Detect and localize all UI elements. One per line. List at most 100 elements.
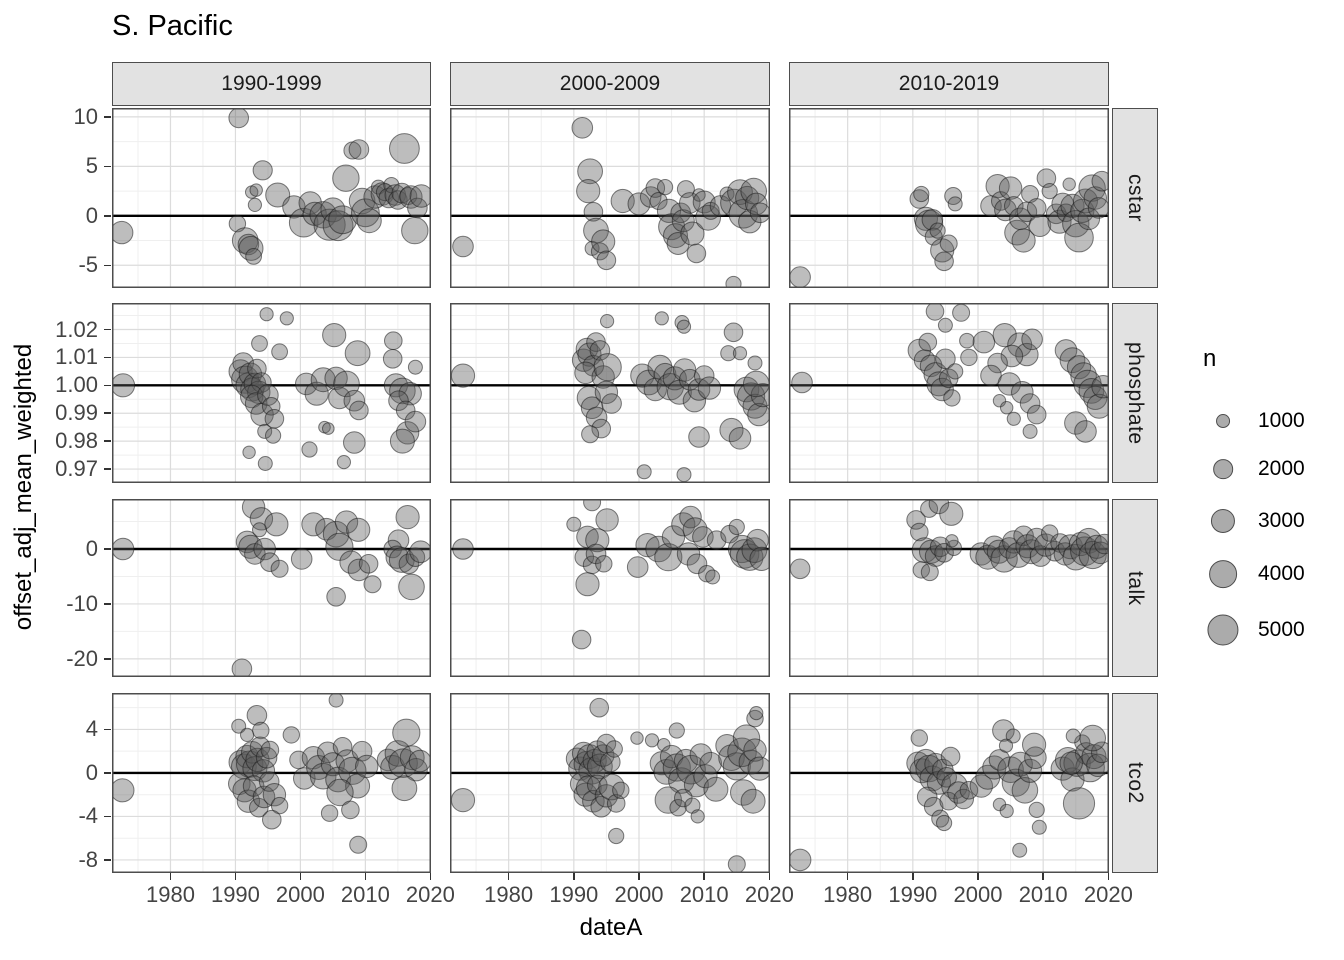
- data-point: [249, 183, 263, 197]
- data-point: [730, 779, 757, 806]
- data-point: [349, 400, 369, 421]
- x-tick-mark: [977, 873, 979, 880]
- x-tick-mark: [234, 873, 237, 880]
- data-point: [692, 526, 714, 548]
- data-point: [251, 335, 268, 352]
- data-point: [577, 342, 602, 367]
- row-strip-cstar: cstar: [1112, 108, 1158, 288]
- data-point: [723, 322, 744, 343]
- y-tick-mark: [104, 468, 111, 470]
- data-point: [686, 553, 708, 575]
- data-point: [692, 188, 706, 202]
- x-tick-label: 2020: [405, 882, 455, 907]
- data-point: [595, 555, 613, 573]
- panel-border: [112, 303, 431, 483]
- data-point: [636, 464, 652, 480]
- x-tick-mark: [299, 873, 302, 880]
- data-point: [231, 718, 247, 734]
- y-tick-label: 10: [73, 103, 98, 129]
- data-point: [686, 243, 707, 264]
- y-tick-label: 0.97: [55, 456, 98, 482]
- col-strip-2010-2019: 2010-2019: [789, 62, 1109, 106]
- data-point: [363, 575, 382, 594]
- data-point: [947, 196, 963, 212]
- data-point: [1041, 524, 1059, 542]
- data-point: [301, 441, 318, 458]
- data-point: [322, 520, 350, 548]
- data-point: [998, 738, 1014, 753]
- data-point: [925, 303, 945, 321]
- data-point: [940, 746, 961, 767]
- legend-item-label: 4000: [1258, 562, 1305, 585]
- data-point: [992, 322, 1017, 348]
- facet-panel-tco2-1990-1999: [112, 693, 431, 873]
- data-point: [747, 402, 770, 427]
- data-point: [358, 554, 379, 574]
- data-point: [347, 558, 371, 582]
- legend-item-label: 1000: [1258, 409, 1305, 432]
- data-point: [988, 749, 1011, 771]
- x-tick-mark: [1107, 873, 1110, 880]
- facet-panel-cstar-2000-2009: [450, 108, 770, 288]
- data-point: [301, 512, 326, 537]
- data-point: [705, 569, 721, 585]
- data-point: [693, 365, 715, 386]
- data-point: [236, 789, 261, 813]
- data-point: [349, 835, 368, 854]
- data-point: [732, 346, 748, 361]
- data-point: [585, 406, 608, 429]
- data-point: [398, 382, 422, 406]
- gridlines-minor: [450, 303, 770, 483]
- data-point: [407, 359, 423, 375]
- data-point: [991, 191, 1011, 211]
- data-point: [1026, 404, 1047, 425]
- data-point: [388, 390, 409, 411]
- data-point: [261, 397, 281, 416]
- y-tick-label: 0: [85, 535, 98, 561]
- data-point: [947, 363, 964, 380]
- data-point: [1006, 411, 1021, 426]
- row-strip-label: cstar: [1124, 173, 1147, 222]
- data-point: [923, 796, 944, 817]
- data-point: [571, 629, 592, 650]
- data-point: [1041, 183, 1058, 200]
- y-tick-mark: [104, 116, 111, 118]
- data-point: [326, 778, 354, 807]
- x-tick-mark: [364, 873, 367, 880]
- x-tick-mark: [768, 873, 771, 880]
- data-point: [749, 202, 770, 224]
- data-point: [252, 522, 267, 538]
- data-point: [265, 427, 282, 444]
- col-strip-label: 2010-2019: [898, 72, 1000, 95]
- legend-item-label: 5000: [1258, 618, 1305, 641]
- data-point: [591, 365, 615, 389]
- data-point: [666, 232, 690, 255]
- data-point: [252, 160, 273, 181]
- data-point: [589, 340, 611, 361]
- y-tick-label: 1.01: [55, 344, 98, 370]
- y-tick-mark: [104, 412, 111, 414]
- data-point: [1004, 219, 1031, 246]
- x-tick-label: 2010: [679, 882, 729, 907]
- data-point: [112, 778, 135, 803]
- data-point: [1026, 198, 1047, 218]
- data-point: [789, 848, 812, 872]
- data-point: [998, 176, 1023, 200]
- data-point: [921, 209, 944, 231]
- data-point: [929, 222, 946, 239]
- data-point: [336, 455, 351, 470]
- data-point: [249, 736, 271, 758]
- data-point: [1028, 214, 1052, 237]
- panel-border: [112, 499, 431, 677]
- x-tick-mark: [169, 873, 172, 880]
- y-tick-label: 0.99: [55, 400, 98, 426]
- data-point: [382, 349, 403, 369]
- data-point: [719, 186, 735, 202]
- gridlines-minor: [789, 303, 1109, 483]
- data-point: [630, 731, 644, 745]
- data-point: [918, 332, 938, 352]
- gridlines-minor: [112, 693, 431, 873]
- data-point: [240, 727, 255, 743]
- data-point: [747, 355, 763, 371]
- data-point: [598, 773, 625, 801]
